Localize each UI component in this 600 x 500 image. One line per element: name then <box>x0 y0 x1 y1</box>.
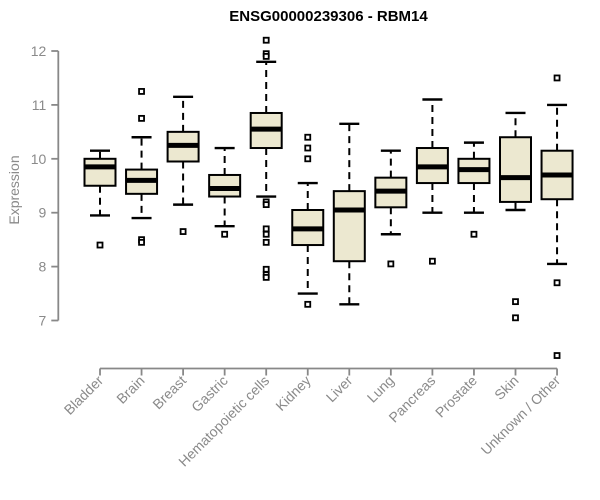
outlier-point-breast <box>179 228 187 235</box>
outlier-point-hematopoietic-cells <box>262 230 270 238</box>
x-tick-label: Skin <box>491 372 522 403</box>
outlier-point-kidney <box>304 144 312 152</box>
box-skin <box>499 136 532 203</box>
outlier-point-brain <box>138 238 145 246</box>
x-tick-label: Breast <box>149 372 189 412</box>
outlier-point-kidney <box>304 300 312 308</box>
outlier-point-unknown-other <box>553 74 561 82</box>
outlier-point-lung <box>387 260 395 268</box>
outlier-point-hematopoietic-cells <box>262 238 270 246</box>
y-tick-label: 12 <box>31 43 47 59</box>
x-tick-label: Liver <box>323 372 356 405</box>
outlier-point-hematopoietic-cells <box>262 52 270 60</box>
box-bladder <box>83 157 117 187</box>
y-tick-label: 11 <box>32 97 47 113</box>
x-tick-label: Bladder <box>61 372 107 418</box>
y-tick-label: 10 <box>31 151 47 167</box>
outlier-point-skin <box>512 298 519 306</box>
outlier-point-skin <box>512 314 519 322</box>
y-tick-label: 7 <box>39 313 47 329</box>
outlier-point-gastric <box>221 230 229 238</box>
outlier-point-brain <box>138 114 145 122</box>
outlier-point-bladder <box>96 241 104 249</box>
y-tick-label: 8 <box>39 259 47 275</box>
outlier-point-kidney <box>304 155 312 163</box>
outlier-point-hematopoietic-cells <box>262 36 270 44</box>
x-tick-label: Prostate <box>432 372 480 420</box>
y-axis-title: Expression <box>6 155 22 225</box>
x-tick-label: Brain <box>113 372 147 406</box>
outlier-point-brain <box>138 88 145 95</box>
outlier-point-hematopoietic-cells <box>262 201 270 209</box>
outlier-point-kidney <box>304 133 312 141</box>
x-tick-label: Unknown / Other <box>478 372 564 458</box>
outlier-point-hematopoietic-cells <box>262 265 270 273</box>
chart-title: ENSG00000239306 - RBM14 <box>229 8 428 25</box>
box-liver <box>332 190 366 263</box>
y-tick-label: 9 <box>39 205 47 221</box>
outlier-point-hematopoietic-cells <box>262 273 270 281</box>
box-gastric <box>208 173 242 198</box>
outlier-point-hematopoietic-cells <box>262 225 270 233</box>
outlier-point-unknown-other <box>553 279 561 287</box>
outlier-point-prostate <box>470 230 478 238</box>
outlier-point-pancreas <box>428 257 436 265</box>
x-tick-label: Kidney <box>272 372 314 414</box>
x-tick-label: Lung <box>364 372 397 405</box>
outlier-point-unknown-other <box>553 352 561 359</box>
